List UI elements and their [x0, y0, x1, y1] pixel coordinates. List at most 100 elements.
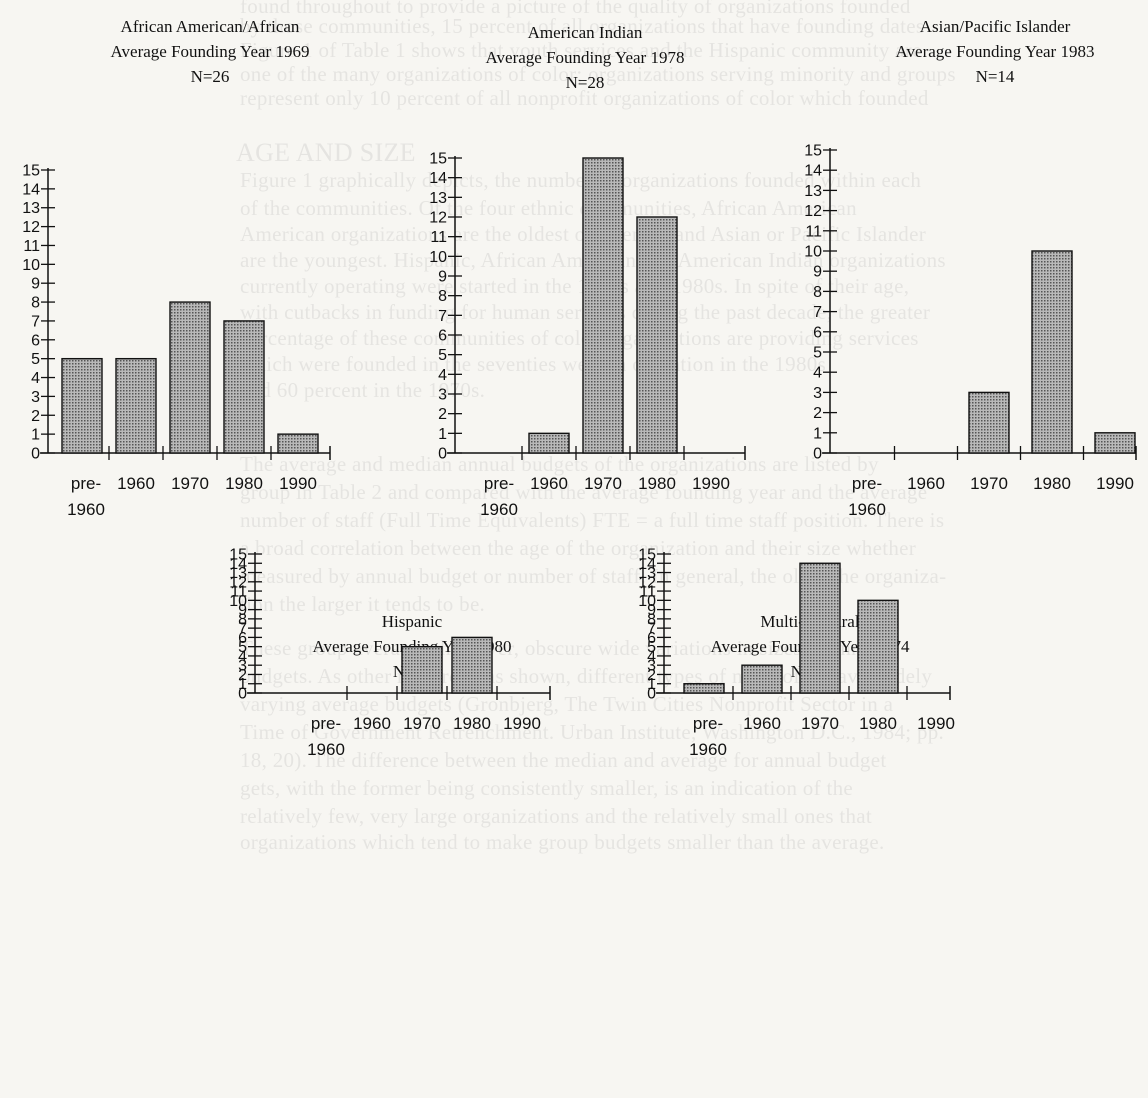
y-tick-label: 0 — [647, 686, 656, 703]
bar-1990 — [1094, 432, 1136, 454]
y-tick-label: 0 — [438, 446, 447, 463]
y-tick-label: 7 — [438, 308, 447, 325]
y-tick-label: 1 — [647, 676, 656, 693]
y-tick-label: 7 — [647, 621, 656, 638]
y-tick-label: 15 — [22, 163, 40, 180]
bar-1970 — [968, 391, 1010, 454]
x-category-label: 1970 — [584, 474, 622, 493]
y-tick-label: 10 — [638, 593, 656, 610]
bar-chart-2: American Indian Average Founding Year 197… — [429, 23, 746, 519]
bar-1960 — [528, 432, 570, 454]
y-tick-label: 13 — [429, 190, 447, 207]
y-tick-label: 11 — [230, 584, 247, 601]
x-category-label: 1980 — [225, 474, 263, 493]
y-tick-label: 14 — [429, 170, 447, 187]
y-tick-label: 9 — [31, 276, 40, 293]
background-text-line: 18, 20). The difference between the medi… — [240, 748, 887, 772]
bar-chart-3: Asian/Pacific Islander Average Founding Y… — [804, 17, 1137, 519]
bar-1990 — [277, 433, 319, 454]
x-category-label: 1960 — [117, 474, 155, 493]
x-category-label: 1960 — [743, 714, 781, 733]
y-tick-label: 11 — [639, 584, 656, 601]
background-text-line: represent only 10 percent of all nonprof… — [240, 86, 929, 110]
y-tick-label: 4 — [238, 648, 247, 665]
chart-title-line: African American/African — [121, 17, 300, 36]
background-text-line: AGE AND SIZE — [236, 138, 416, 167]
y-tick-label: 1 — [238, 676, 247, 693]
y-tick-label: 10 — [804, 244, 822, 261]
chart-title-line: N=28 — [566, 73, 605, 92]
x-category-label: 1980 — [638, 474, 676, 493]
background-text-line: one of the many organizations of color; … — [240, 62, 956, 86]
background-text-line: of the communities. Of the four ethnic c… — [240, 196, 857, 220]
y-tick-label: 13 — [22, 200, 40, 217]
x-category-label: pre- — [484, 474, 514, 493]
y-tick-label: 10 — [229, 593, 247, 610]
background-text-line: Figure 1 of Table 1 shows that youth ser… — [240, 38, 922, 62]
bar-1980 — [636, 216, 678, 454]
x-category-label: pre- — [693, 714, 723, 733]
y-tick-label: 6 — [31, 332, 40, 349]
background-text-line: percentage of these communities of color… — [240, 326, 919, 350]
y-tick-label: 11 — [430, 229, 447, 246]
y-tick-label: 15 — [429, 151, 447, 168]
y-tick-label: 7 — [238, 621, 247, 638]
bar-1980 — [223, 320, 265, 454]
y-tick-label: 4 — [647, 648, 656, 665]
y-tick-label: 6 — [813, 324, 822, 341]
x-category-label: 1960 — [353, 714, 391, 733]
y-tick-label: 9 — [438, 269, 447, 286]
y-tick-label: 8 — [813, 284, 822, 301]
chart-title-line: N=26 — [191, 67, 230, 86]
x-category-label: 1980 — [453, 714, 491, 733]
background-text-line: tion the larger it tends to be. — [240, 592, 486, 616]
y-tick-label: 3 — [647, 658, 656, 675]
chart-title-line: Asian/Pacific Islander — [920, 17, 1071, 36]
y-tick-label: 14 — [229, 556, 247, 573]
y-tick-label: 13 — [804, 183, 822, 200]
x-category-label: 1980 — [1033, 474, 1071, 493]
y-tick-label: 6 — [238, 630, 247, 647]
x-category-label: 1970 — [970, 474, 1008, 493]
bar-chart-1: African American/African Average Founding… — [22, 17, 331, 519]
y-tick-label: 0 — [238, 686, 247, 703]
bar-chart-5: Multi-CulturalAverage Founding Year 1974… — [638, 547, 955, 760]
background-text-line: organizations which tend to make group b… — [240, 830, 885, 854]
y-tick-label: 1 — [813, 425, 822, 442]
y-tick-label: 8 — [31, 295, 40, 312]
x-category-label: 1970 — [801, 714, 839, 733]
y-tick-label: 7 — [813, 304, 822, 321]
background-text-line: Figure 1 graphically depicts, the number… — [240, 168, 922, 192]
x-category-label: 1960 — [67, 500, 105, 519]
x-category-label: 1990 — [1096, 474, 1134, 493]
background-text-line: which were founded in the seventies were… — [240, 352, 827, 376]
y-tick-label: 2 — [238, 667, 247, 684]
background-text-line: Time of Government Retrenchment. Urban I… — [240, 720, 945, 744]
chart-title-line: Hispanic — [382, 612, 443, 631]
y-tick-label: 4 — [813, 365, 822, 382]
y-tick-label: 11 — [23, 238, 40, 255]
y-tick-label: 5 — [647, 639, 656, 656]
y-tick-label: 14 — [804, 163, 822, 180]
y-tick-label: 0 — [813, 446, 822, 463]
y-tick-label: 3 — [31, 389, 40, 406]
y-tick-label: 13 — [229, 565, 247, 582]
chart-title-line: Average Founding Year 1983 — [896, 42, 1095, 61]
y-tick-label: 4 — [438, 367, 447, 384]
y-tick-label: 10 — [22, 257, 40, 274]
bar-1970 — [169, 301, 211, 454]
y-tick-label: 10 — [429, 249, 447, 266]
bar-1970 — [582, 157, 624, 454]
y-tick-label: 11 — [805, 223, 822, 240]
y-tick-label: 5 — [813, 345, 822, 362]
chart-title-line: N=14 — [976, 67, 1015, 86]
y-tick-label: 6 — [438, 328, 447, 345]
y-tick-label: 3 — [438, 387, 447, 404]
y-tick-label: 8 — [438, 288, 447, 305]
chart-title-line: Average Founding Year 1978 — [486, 48, 685, 67]
y-tick-label: 12 — [429, 210, 447, 227]
x-category-label: pre- — [311, 714, 341, 733]
y-tick-label: 1 — [31, 427, 40, 444]
